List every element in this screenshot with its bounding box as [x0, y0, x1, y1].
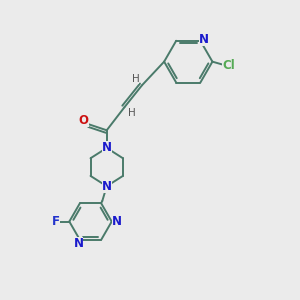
Text: N: N — [102, 141, 112, 154]
Text: O: O — [79, 114, 89, 127]
Text: N: N — [112, 215, 122, 228]
Text: H: H — [128, 108, 136, 118]
Text: N: N — [102, 180, 112, 193]
Text: H: H — [132, 74, 140, 84]
Text: N: N — [74, 237, 83, 250]
Text: Cl: Cl — [222, 59, 235, 72]
Text: N: N — [199, 33, 209, 46]
Text: F: F — [52, 215, 60, 228]
